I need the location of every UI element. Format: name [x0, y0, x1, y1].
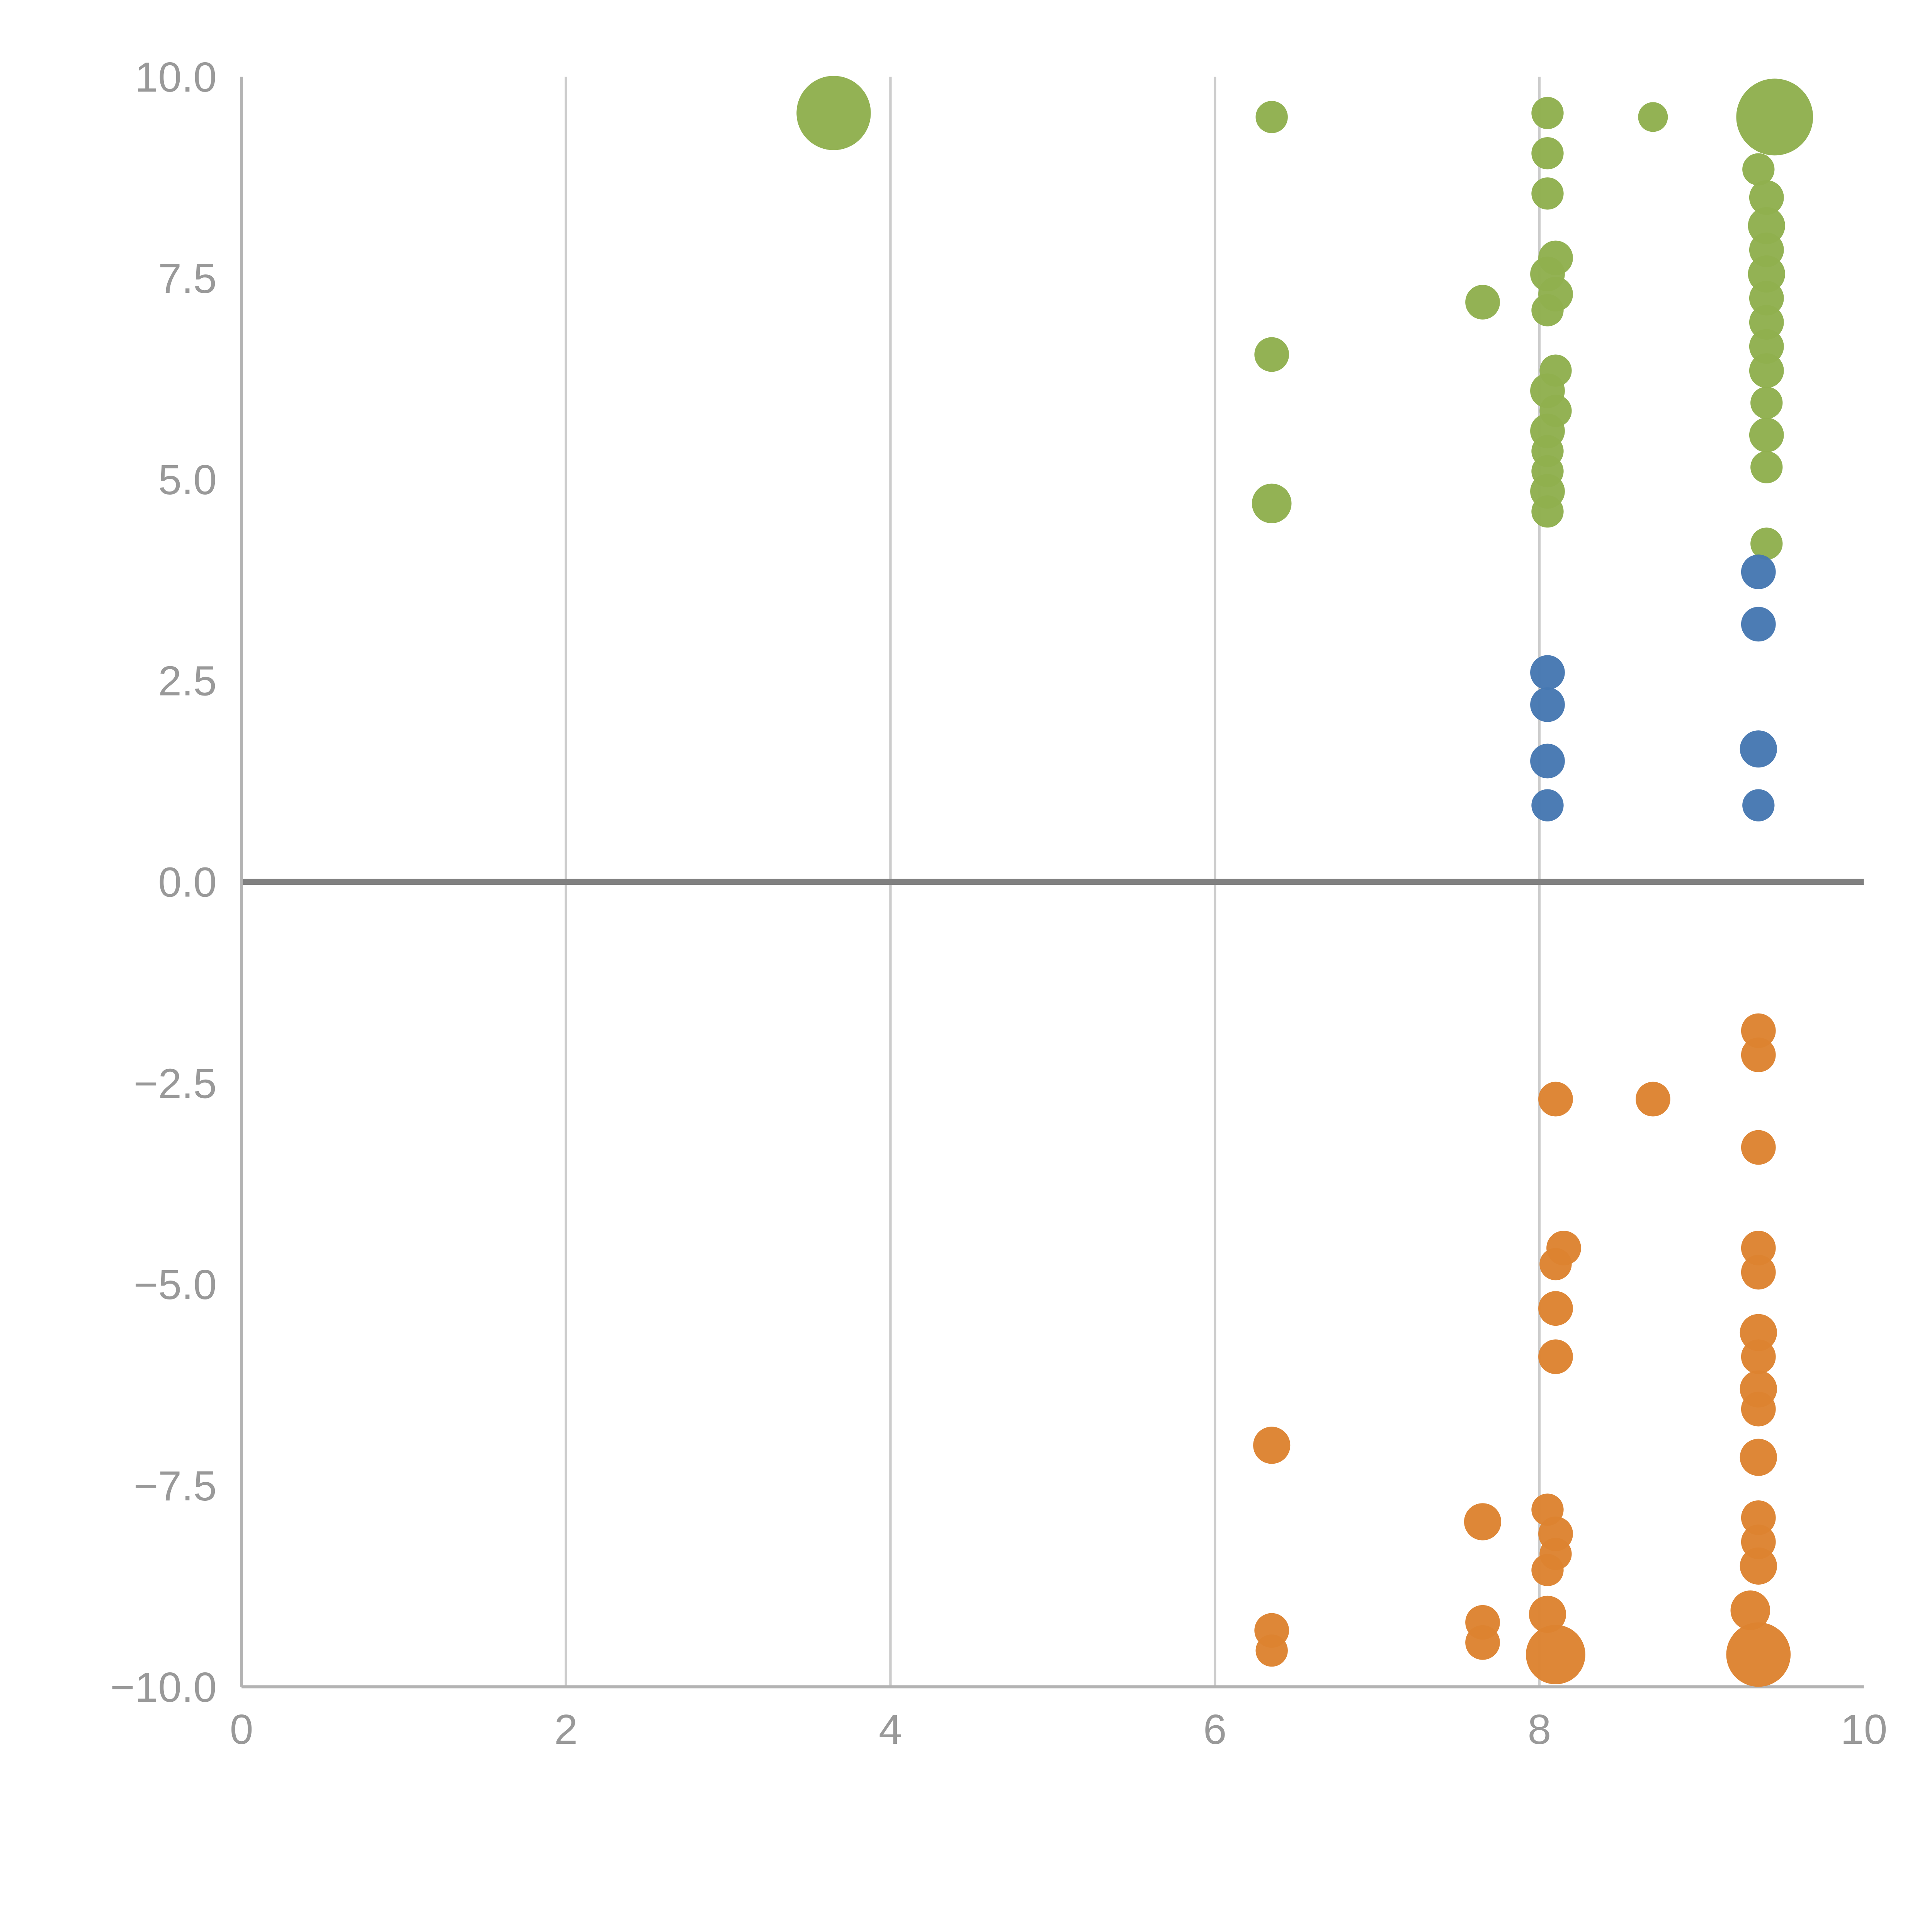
green-data-point [1531, 177, 1564, 210]
green-data-point [1254, 337, 1289, 372]
orange-data-point [1741, 1391, 1776, 1427]
green-data-point [1749, 281, 1784, 316]
orange-data-point [1538, 1082, 1573, 1117]
orange-data-point [1531, 1554, 1564, 1586]
y-tick-label: 5.0 [158, 456, 216, 503]
orange-data-point [1538, 1339, 1573, 1374]
green-data-point [1531, 97, 1564, 129]
x-tick-label: 6 [1203, 1706, 1227, 1753]
y-tick-label: 10.0 [135, 54, 217, 101]
x-tick-label: 10 [1840, 1706, 1887, 1753]
green-data-point [1749, 353, 1784, 388]
blue-data-point [1530, 743, 1565, 779]
x-tick-label: 4 [879, 1706, 902, 1753]
orange-data-point [1741, 1130, 1776, 1165]
blue-data-point [1741, 607, 1776, 642]
green-data-point [1531, 137, 1564, 170]
blue-data-point [1742, 789, 1775, 821]
blue-data-point [1531, 789, 1564, 821]
blue-data-point [1740, 730, 1777, 768]
green-data-point [1749, 180, 1784, 215]
orange-data-point [1741, 1037, 1776, 1072]
y-tick-label: −7.5 [134, 1463, 217, 1510]
green-data-point [1750, 386, 1783, 419]
orange-data-point [1636, 1082, 1670, 1117]
green-data-point [1742, 153, 1775, 185]
orange-data-point [1730, 1590, 1770, 1630]
x-tick-label: 8 [1528, 1706, 1551, 1753]
green-data-point [1748, 255, 1785, 293]
orange-data-point [1539, 1248, 1572, 1281]
blue-data-point [1530, 687, 1565, 722]
green-data-point [1531, 294, 1564, 327]
y-tick-label: −2.5 [134, 1060, 217, 1107]
y-tick-label: 0.0 [158, 859, 216, 906]
orange-data-point [1741, 1500, 1776, 1535]
green-data-point [1750, 451, 1783, 483]
orange-data-point [1464, 1503, 1502, 1541]
orange-data-point [1529, 1595, 1566, 1633]
green-data-point [1749, 417, 1784, 452]
green-data-point [1252, 483, 1292, 524]
orange-data-point [1253, 1427, 1291, 1464]
green-data-point [1465, 285, 1500, 320]
green-data-point [1638, 102, 1668, 132]
y-tick-label: −5.0 [134, 1261, 217, 1308]
y-tick-label: 7.5 [158, 255, 216, 302]
green-data-point [1255, 101, 1288, 133]
x-tick-label: 2 [554, 1706, 578, 1753]
orange-data-point [1741, 1231, 1776, 1265]
orange-data-point [1741, 1339, 1776, 1374]
green-data-point [1749, 305, 1784, 340]
x-tick-label: 0 [230, 1706, 253, 1753]
green-data-point [1531, 495, 1564, 528]
orange-data-point [1741, 1013, 1776, 1048]
orange-data-point [1740, 1314, 1777, 1351]
green-data-point [796, 76, 871, 150]
green-data-point [1736, 78, 1813, 156]
blue-data-point [1741, 554, 1776, 589]
orange-data-point [1526, 1625, 1585, 1684]
green-data-point [1750, 527, 1783, 560]
y-tick-label: −10.0 [110, 1664, 217, 1711]
orange-data-point [1741, 1255, 1776, 1290]
orange-data-point [1740, 1547, 1777, 1585]
blue-data-point [1530, 655, 1565, 690]
green-data-point [1749, 329, 1784, 364]
orange-data-point [1740, 1439, 1777, 1476]
y-tick-label: 2.5 [158, 658, 216, 705]
orange-data-point [1726, 1622, 1791, 1687]
orange-data-point [1255, 1634, 1288, 1667]
orange-data-point [1465, 1625, 1500, 1660]
orange-data-point [1538, 1291, 1573, 1326]
green-data-point [1748, 207, 1785, 245]
